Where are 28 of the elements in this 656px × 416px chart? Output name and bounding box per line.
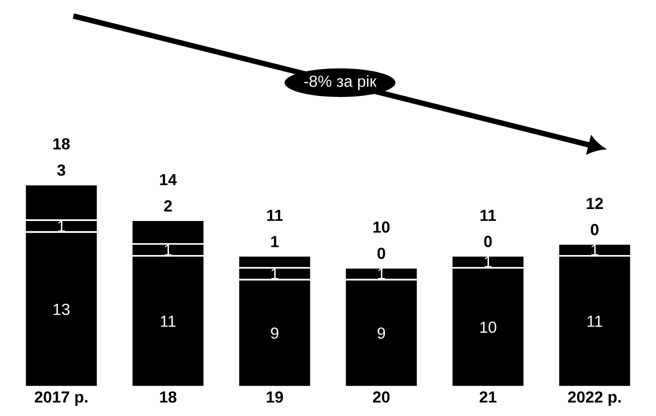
- data-label: 11: [588, 316, 602, 327]
- data-label: 9: [378, 327, 386, 339]
- data-label: 1: [271, 236, 279, 248]
- x-tick-label: 20: [373, 391, 390, 403]
- x-tick-label: 18: [160, 391, 176, 403]
- x-tick-label: 2022 р.: [568, 391, 621, 406]
- total-label: 11: [480, 210, 496, 221]
- x-tick-label: 21: [480, 391, 496, 403]
- total-label: 10: [373, 221, 390, 233]
- text: -8% за рік: [304, 75, 377, 90]
- total-label: 14: [160, 174, 177, 186]
- data-label: 11: [160, 316, 176, 327]
- data-label: 10: [480, 322, 496, 333]
- data-label: 1: [591, 244, 598, 256]
- data-label: 9: [270, 327, 278, 339]
- data-label: 0: [378, 248, 386, 260]
- x-tick-label: 19: [266, 391, 283, 403]
- data-label: 0: [484, 236, 492, 248]
- data-label: 1: [58, 220, 66, 232]
- total-label: 12: [586, 198, 603, 209]
- data-label: 0: [590, 224, 598, 236]
- data-label: 2: [164, 200, 172, 212]
- total-label: 18: [53, 138, 70, 150]
- x-tick-label: 2017 р.: [34, 391, 88, 406]
- data-label: 13: [54, 304, 70, 316]
- total-label: 11: [267, 210, 283, 221]
- data-label: 3: [57, 164, 66, 176]
- data-label: 1: [164, 244, 172, 256]
